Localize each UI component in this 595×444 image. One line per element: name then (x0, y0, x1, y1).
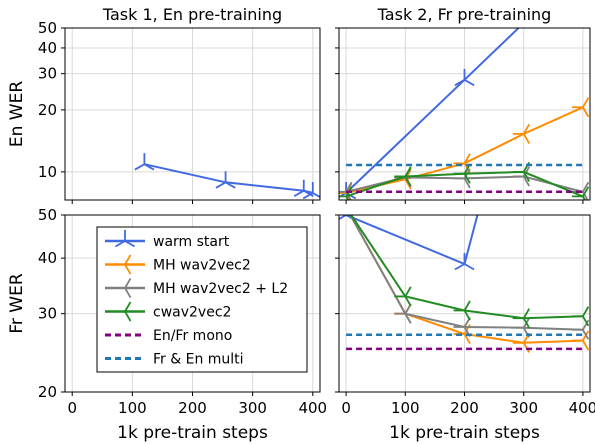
y-tick-label: 40 (38, 39, 57, 57)
y-tick-label: 10 (38, 163, 57, 181)
x-tick-label: 0 (67, 399, 77, 417)
data-point (454, 68, 475, 87)
panel-title: Task 2, Fr pre-training (377, 5, 552, 24)
panel-title: Task 1, En pre-training (102, 5, 282, 24)
legend-box (96, 226, 308, 373)
legend-marker (114, 277, 132, 299)
data-point (571, 319, 590, 340)
y-tick-label: 20 (38, 101, 57, 119)
y-tick-label: 50 (38, 19, 57, 37)
data-point (394, 286, 412, 307)
y-axis-label: Fr WER (7, 273, 27, 333)
data-point (453, 300, 471, 321)
x-axis-label: 1k pre-train steps (389, 423, 540, 443)
data-point (512, 308, 530, 329)
x-tick-label: 300 (238, 399, 267, 417)
legend-label: cwav2vec2 (153, 305, 231, 321)
x-tick-label: 400 (569, 399, 595, 417)
series-group (134, 153, 320, 200)
legend: warm start MH wav2vec2 MH wav2vec2 + L2 cwa… (96, 226, 308, 373)
series-group (339, 28, 590, 200)
x-tick-label: 0 (341, 399, 351, 417)
data-point (215, 171, 236, 189)
panel-en_task2: Task 2, Fr pre-training (335, 5, 591, 204)
data-point (571, 306, 590, 327)
x-tick-label: 400 (298, 399, 327, 417)
legend-label: MH wav2vec2 (153, 258, 251, 274)
data-point (394, 166, 412, 187)
data-point (571, 186, 590, 200)
x-tick-label: 200 (178, 399, 207, 417)
data-point (349, 215, 353, 218)
legend-label: En/Fr mono (153, 328, 232, 344)
y-axis-label: En WER (7, 81, 27, 147)
legend-label: MH wav2vec2 + L2 (153, 281, 288, 297)
data-point (349, 215, 353, 218)
series-line (144, 163, 314, 194)
x-tick-label: 300 (509, 399, 538, 417)
legend-marker (114, 254, 132, 275)
panel-en_task1: 10 20 30 40 50 Task 1, En pre-training En WER (7, 5, 321, 204)
panel-fr_task1: 0 100 200 300 400 20 30 40 50 Fr WER 1k pre-train … (7, 206, 327, 443)
y-tick-label: 40 (38, 249, 57, 267)
data-point (302, 181, 320, 200)
y-tick-label: 20 (38, 383, 57, 401)
data-point (454, 252, 475, 271)
x-tick-label: 100 (118, 399, 147, 417)
data-point (571, 97, 590, 118)
data-point (349, 215, 353, 218)
x-tick-label: 200 (450, 399, 479, 417)
series-group (339, 215, 590, 353)
y-tick-label: 30 (38, 65, 57, 83)
data-point (134, 153, 155, 171)
data-point (512, 123, 530, 144)
y-tick-label: 50 (38, 206, 57, 224)
data-point (293, 179, 314, 197)
x-axis-label: 1k pre-train steps (117, 423, 268, 443)
legend-marker (114, 230, 136, 248)
legend-label: warm start (153, 234, 230, 250)
series-line (345, 215, 479, 266)
panel-fr_task2: 0 100 200 300 400 1k pre-train steps (335, 214, 595, 443)
x-tick-label: 100 (391, 399, 420, 417)
legend-marker (114, 301, 132, 322)
legend-label: Fr & En multi (153, 352, 244, 368)
y-tick-label: 30 (38, 305, 57, 323)
